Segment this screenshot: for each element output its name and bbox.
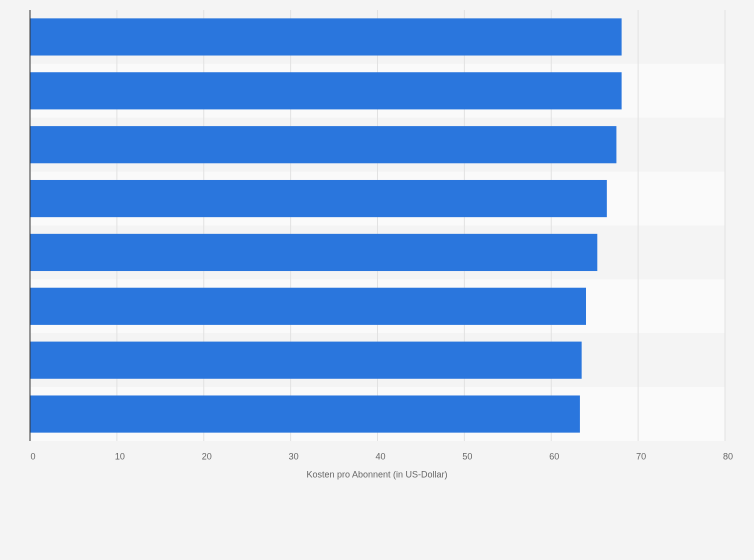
bar — [30, 395, 580, 433]
x-tick-label: 60 — [549, 451, 559, 461]
x-tick-label: 30 — [289, 451, 299, 461]
x-tick-label: 70 — [636, 451, 646, 461]
x-tick-label: 40 — [375, 451, 385, 461]
x-tick-label: 0 — [30, 451, 35, 461]
bar — [30, 287, 586, 325]
x-tick-label: 10 — [115, 451, 125, 461]
bar — [30, 341, 582, 379]
x-tick-label: 50 — [462, 451, 472, 461]
bar — [30, 233, 598, 272]
bar — [30, 179, 607, 218]
x-tick-label: 80 — [723, 451, 733, 461]
bar — [30, 72, 622, 110]
x-tick-label: 20 — [202, 451, 212, 461]
bar — [30, 18, 622, 56]
x-axis-title: Kosten pro Abonnent (in US-Dollar) — [306, 469, 447, 479]
bar — [30, 126, 617, 164]
